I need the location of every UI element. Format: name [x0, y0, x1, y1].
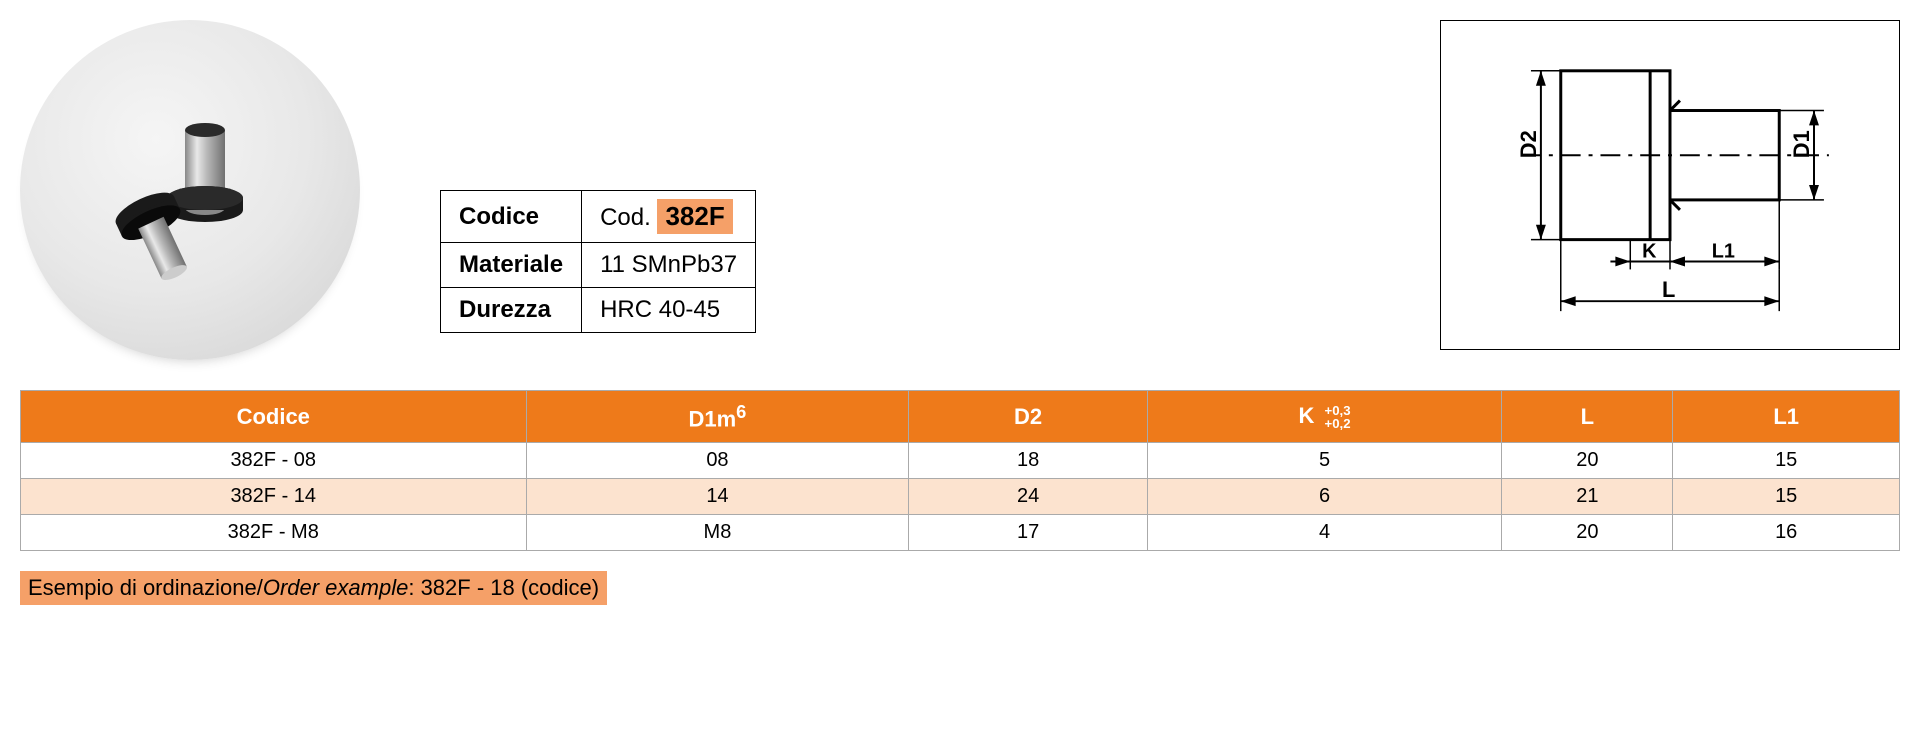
order-example-en: Order example — [263, 575, 409, 600]
table-cell: 14 — [526, 479, 909, 515]
dimension-table: Codice D1m6 D2 K +0,3+0,2 L L1 382F - 08… — [20, 390, 1900, 551]
spec-label: Durezza — [441, 288, 582, 333]
technical-diagram: D2 D1 K L1 L — [1440, 20, 1900, 350]
table-cell: 17 — [909, 515, 1147, 551]
table-cell: M8 — [526, 515, 909, 551]
table-row: 382F - M8M81742016 — [21, 515, 1900, 551]
pins-illustration — [90, 90, 290, 290]
order-example: Esempio di ordinazione/Order example: 38… — [20, 571, 607, 605]
col-l1: L1 — [1673, 391, 1900, 443]
table-cell: 20 — [1502, 515, 1673, 551]
table-cell: 20 — [1502, 443, 1673, 479]
product-photo — [20, 20, 360, 360]
table-cell: 21 — [1502, 479, 1673, 515]
code-prefix: Cod. — [600, 204, 657, 231]
diagram-svg: D2 D1 K L1 L — [1461, 41, 1879, 329]
table-cell: 16 — [1673, 515, 1900, 551]
spec-value: HRC 40-45 — [582, 288, 756, 333]
table-cell: 18 — [909, 443, 1147, 479]
table-row: 382F - 14142462115 — [21, 479, 1900, 515]
spec-row-codice: Codice Cod. 382F — [441, 191, 756, 243]
col-k: K +0,3+0,2 — [1147, 391, 1502, 443]
order-example-it: Esempio di ordinazione — [28, 575, 257, 600]
spec-label: Codice — [441, 191, 582, 243]
spec-row-durezza: Durezza HRC 40-45 — [441, 288, 756, 333]
spec-row-materiale: Materiale 11 SMnPb37 — [441, 243, 756, 288]
table-row: 382F - 08081852015 — [21, 443, 1900, 479]
dim-d1: D1 — [1789, 130, 1814, 158]
top-section: Codice Cod. 382F Materiale 11 SMnPb37 Du… — [20, 20, 1900, 360]
col-d1m6: D1m6 — [526, 391, 909, 443]
table-cell: 24 — [909, 479, 1147, 515]
dim-k: K — [1642, 240, 1657, 262]
spec-table: Codice Cod. 382F Materiale 11 SMnPb37 Du… — [440, 190, 756, 333]
spec-value: 11 SMnPb37 — [582, 243, 756, 288]
table-cell: 382F - 08 — [21, 443, 527, 479]
table-cell: 5 — [1147, 443, 1502, 479]
spec-label: Materiale — [441, 243, 582, 288]
dim-l1: L1 — [1712, 240, 1735, 262]
spec-value: Cod. 382F — [582, 191, 756, 243]
order-example-code: : 382F - 18 (codice) — [408, 575, 599, 600]
dim-l: L — [1662, 277, 1675, 302]
col-l: L — [1502, 391, 1673, 443]
dim-d2: D2 — [1516, 130, 1541, 158]
col-d2: D2 — [909, 391, 1147, 443]
table-cell: 15 — [1673, 443, 1900, 479]
table-cell: 382F - 14 — [21, 479, 527, 515]
table-cell: 08 — [526, 443, 909, 479]
table-header-row: Codice D1m6 D2 K +0,3+0,2 L L1 — [21, 391, 1900, 443]
code-382f: 382F — [657, 199, 732, 234]
table-cell: 6 — [1147, 479, 1502, 515]
col-codice: Codice — [21, 391, 527, 443]
table-cell: 382F - M8 — [21, 515, 527, 551]
table-cell: 4 — [1147, 515, 1502, 551]
table-cell: 15 — [1673, 479, 1900, 515]
